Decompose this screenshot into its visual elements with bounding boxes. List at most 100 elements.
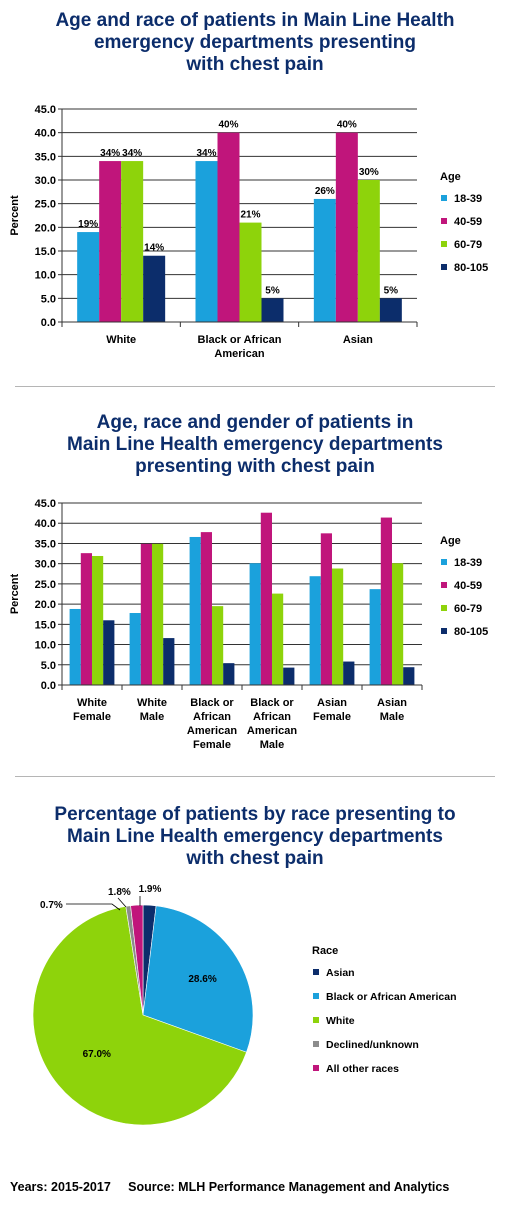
- y-tick-label: 15.0: [35, 246, 56, 258]
- x-category-label: American: [247, 725, 297, 737]
- legend-label: 18-39: [454, 193, 482, 205]
- x-category-label: Black or: [250, 697, 294, 709]
- y-axis-label: Percent: [9, 195, 21, 236]
- y-tick-label: 30.0: [35, 559, 56, 571]
- legend-swatch: [313, 1041, 319, 1047]
- x-category-label: Male: [260, 739, 284, 751]
- legend-title: Age: [440, 171, 461, 183]
- data-label: 34%: [100, 148, 120, 159]
- bar-40-59: [99, 161, 122, 322]
- y-tick-label: 45.0: [35, 498, 56, 510]
- x-category-label: Female: [193, 739, 231, 751]
- x-category-label: Asian: [343, 334, 373, 346]
- data-label: 21%: [240, 210, 260, 221]
- chart1-bar-chart: 0.0 5.0 10.0 15.0 20.0 25.0 30.0 35.0 40.0 45.0 Pe…: [9, 104, 488, 360]
- data-label: 34%: [122, 148, 142, 159]
- bar-60-79: [392, 563, 404, 685]
- chart1-title-line: Age and race of patients in Main Line He…: [55, 10, 455, 31]
- chart3-pie-chart: 1.9% 28.6% 67.0% 0.7% 1.8% Race Asian Black or …: [32, 884, 457, 1126]
- y-tick-label: 5.0: [41, 293, 56, 305]
- x-category-label: African: [253, 711, 291, 723]
- x-category-label: African: [193, 711, 231, 723]
- bar-40-59: [140, 543, 152, 685]
- bar-80-105: [283, 667, 295, 685]
- data-label: 5%: [384, 285, 399, 296]
- x-category-label: American: [187, 725, 237, 737]
- x-category-label: Female: [313, 711, 351, 723]
- bar-80-105: [143, 255, 166, 322]
- x-category-label: Black or: [190, 697, 234, 709]
- bar-40-59: [80, 553, 92, 685]
- y-tick-label: 15.0: [35, 619, 56, 631]
- chart2-title-line: Age, race and gender of patients in: [96, 412, 414, 433]
- bar-18-39: [369, 589, 381, 685]
- chart1-title: Age and race of patients in Main Line He…: [0, 10, 510, 76]
- bar-80-105: [403, 667, 415, 685]
- x-category-label: Asian: [377, 697, 407, 709]
- bar-40-59: [260, 512, 272, 685]
- bar-18-39: [189, 536, 201, 685]
- chart2-title-line: Main Line Health emergency departments: [67, 434, 443, 455]
- legend-swatch: [441, 264, 447, 270]
- y-tick-label: 40.0: [35, 518, 56, 530]
- y-tick-label: 30.0: [35, 175, 56, 187]
- chart1-title-line: with chest pain: [186, 54, 324, 75]
- y-tick-label: 20.0: [35, 222, 56, 234]
- bar-80-105: [103, 620, 115, 685]
- bar-80-105: [379, 298, 402, 322]
- data-label: 26%: [315, 186, 335, 197]
- legend-swatch: [441, 628, 447, 634]
- data-label: 14%: [144, 243, 164, 254]
- x-category-label: Black or African: [198, 334, 282, 346]
- legend-swatch: [313, 993, 319, 999]
- pie-slice: [142, 905, 254, 1053]
- footer-source: Source: MLH Performance Management and A…: [128, 1180, 450, 1194]
- bar-40-59: [380, 517, 392, 685]
- legend-title: Age: [440, 535, 461, 547]
- legend-label: 80-105: [454, 626, 488, 638]
- data-label: 40%: [218, 120, 238, 131]
- leader-line: [66, 903, 121, 911]
- pie-data-label: 28.6%: [188, 974, 216, 985]
- chart2-title: Age, race and gender of patients in Main…: [0, 412, 510, 478]
- legend-swatch: [313, 1065, 319, 1071]
- x-category-label: Female: [73, 711, 111, 723]
- legend-label: Asian: [326, 967, 355, 979]
- x-category-label: Male: [380, 711, 404, 723]
- y-tick-label: 25.0: [35, 199, 56, 211]
- legend-swatch: [313, 969, 319, 975]
- footer-years: Years: 2015-2017: [10, 1180, 111, 1194]
- bar-40-59: [217, 132, 240, 322]
- legend-swatch: [441, 218, 447, 224]
- x-category-label: White: [137, 697, 167, 709]
- y-tick-label: 35.0: [35, 538, 56, 550]
- chart3-title-line: with chest pain: [186, 848, 324, 869]
- bar-60-79: [332, 568, 344, 685]
- legend-title: Race: [312, 945, 338, 957]
- y-axis-label: Percent: [9, 573, 21, 614]
- bar-60-79: [357, 180, 380, 322]
- bar-60-79: [212, 606, 224, 685]
- y-tick-label: 0.0: [41, 317, 56, 329]
- legend-label: 60-79: [454, 603, 482, 615]
- bar-80-105: [343, 661, 355, 685]
- legend-label: 40-59: [454, 216, 482, 228]
- chart3-title-line: Percentage of patients by race presentin…: [54, 804, 456, 825]
- bar-60-79: [152, 543, 164, 685]
- legend-label: 40-59: [454, 580, 482, 592]
- y-tick-label: 10.0: [35, 640, 56, 652]
- bar-80-105: [163, 638, 175, 685]
- bar-18-39: [309, 576, 321, 685]
- x-category-label: White: [77, 697, 107, 709]
- chart3-title: Percentage of patients by race presentin…: [0, 804, 510, 870]
- chart2-title-line: presenting with chest pain: [135, 456, 375, 477]
- data-label: 40%: [337, 120, 357, 131]
- y-tick-label: 20.0: [35, 599, 56, 611]
- y-tick-label: 0.0: [41, 680, 56, 692]
- bar-40-59: [200, 532, 212, 685]
- pie-data-label: 1.9%: [139, 884, 162, 895]
- data-label: 19%: [78, 219, 98, 230]
- legend-label: Declined/unknown: [326, 1039, 419, 1051]
- x-category-label: American: [214, 348, 264, 360]
- bar-18-39: [129, 613, 141, 685]
